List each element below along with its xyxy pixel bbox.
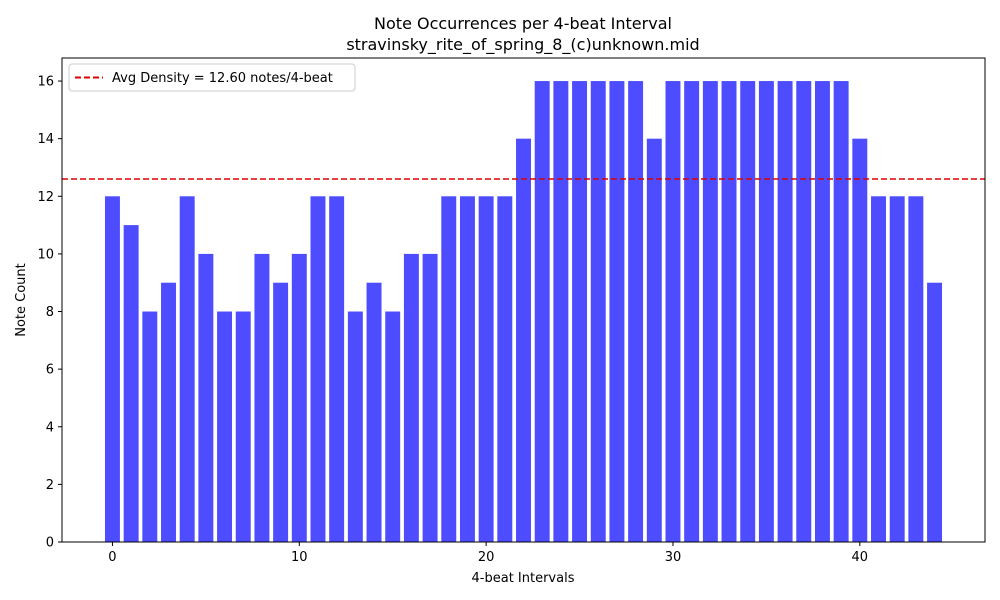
bar [572, 81, 588, 543]
legend-label: Avg Density = 12.60 notes/4-beat [112, 71, 333, 86]
x-tick-label: 20 [478, 550, 495, 565]
x-tick-label: 40 [852, 550, 869, 565]
bar [590, 81, 606, 543]
bar [403, 253, 419, 542]
bar [217, 311, 233, 542]
y-tick-label: 6 [46, 363, 54, 378]
x-axis-label: 4-beat Intervals [472, 571, 575, 586]
bar [142, 311, 158, 542]
bar [235, 311, 251, 542]
bar [291, 253, 307, 542]
bar [385, 311, 401, 542]
y-tick-label: 8 [46, 305, 54, 320]
bar [553, 81, 569, 543]
bar [814, 81, 830, 543]
bar [833, 81, 849, 543]
chart-title: Note Occurrences per 4-beat Interval [374, 14, 672, 33]
plot-frame [61, 57, 986, 543]
bar [478, 196, 494, 543]
bar [927, 282, 943, 542]
bar [516, 138, 531, 543]
bar [422, 253, 438, 542]
bar [908, 196, 924, 543]
bar [366, 282, 382, 542]
bar [852, 138, 868, 543]
bar [702, 81, 718, 543]
bar [310, 196, 326, 543]
x-tick-label: 30 [665, 550, 682, 565]
y-tick-label: 14 [37, 132, 54, 147]
bar [609, 81, 625, 543]
bar [889, 196, 905, 543]
legend-box [68, 63, 356, 92]
x-tick-label: 10 [291, 550, 308, 565]
bar [665, 81, 681, 543]
bar [198, 253, 214, 542]
bars-group [104, 81, 943, 543]
bar [459, 196, 475, 543]
bar [777, 81, 793, 543]
y-tick-label: 2 [46, 478, 54, 493]
bar [871, 196, 886, 543]
y-axis-label: Note Count [14, 263, 29, 337]
bar [347, 311, 363, 542]
bar [254, 253, 270, 542]
chart-subtitle: stravinsky_rite_of_spring_8_(c)unknown.m… [346, 35, 699, 55]
bar [684, 81, 700, 543]
y-tick-label: 12 [37, 190, 54, 205]
y-tick-label: 16 [37, 75, 54, 90]
bar [104, 196, 120, 543]
bar [179, 196, 195, 543]
x-tick-label: 0 [108, 550, 116, 565]
bar [161, 282, 176, 542]
bar [273, 282, 289, 542]
y-tick-label: 10 [37, 247, 54, 262]
legend: Avg Density = 12.60 notes/4-beat [68, 63, 356, 92]
x-axis-ticks: 0 10 20 30 40 [108, 542, 868, 565]
bar [721, 81, 737, 543]
bar [628, 81, 644, 543]
bar [123, 225, 139, 542]
y-tick-label: 0 [46, 536, 54, 551]
bar [441, 196, 457, 543]
y-tick-label: 4 [46, 420, 54, 435]
y-axis-ticks: 0 2 4 6 8 10 12 14 16 [37, 75, 62, 551]
bar [534, 81, 550, 543]
bar [329, 196, 345, 543]
bar [646, 138, 662, 543]
bar [796, 81, 812, 543]
bar [758, 81, 774, 543]
bar [497, 196, 513, 543]
bar [740, 81, 756, 543]
